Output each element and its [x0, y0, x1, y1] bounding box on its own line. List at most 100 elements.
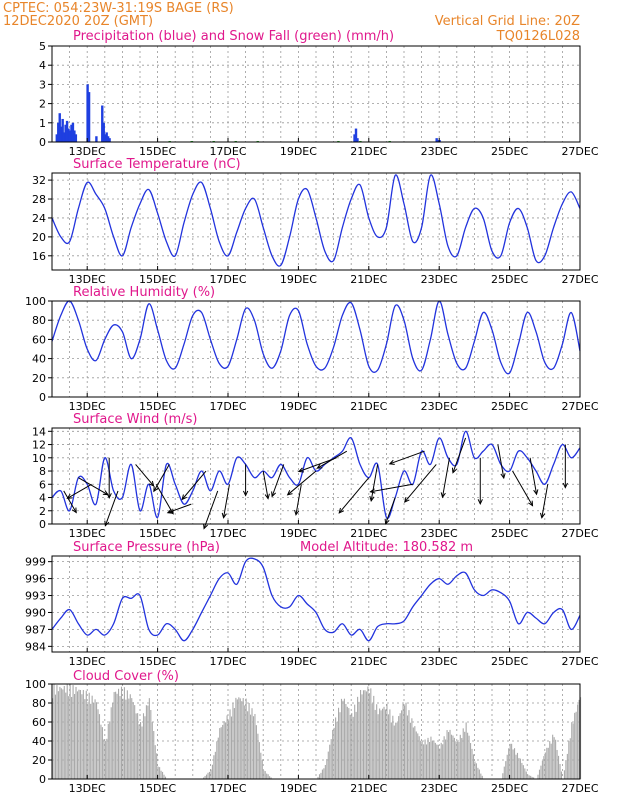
y-tick-label: 5: [39, 40, 46, 53]
x-tick-label: 15DEC: [139, 782, 176, 795]
cloud-bar: [71, 696, 73, 779]
precip-bar: [95, 136, 98, 142]
y-tick-label: 1: [39, 117, 46, 130]
wind-arrow-shaft: [404, 464, 437, 503]
cloud-bar: [351, 713, 353, 779]
precip-bar: [71, 122, 75, 142]
x-tick-label: 23DEC: [421, 782, 458, 795]
cloud-bar: [525, 771, 527, 779]
cloud-bar: [126, 690, 128, 779]
cloud-bar: [123, 687, 125, 779]
cloud-bar: [364, 690, 366, 779]
cloud-bar: [474, 761, 476, 779]
wind-arrow: [242, 464, 249, 497]
wind-arrow: [369, 464, 379, 502]
wind-arrow: [316, 450, 348, 469]
cloud-bar: [119, 696, 121, 779]
cloud-bar: [546, 747, 548, 779]
cloud-bar: [467, 732, 469, 779]
y-tick-label: 4: [39, 492, 46, 505]
cloud-bar: [552, 734, 554, 779]
wind-arrow-head: [271, 491, 277, 498]
cloud-bar: [241, 701, 243, 779]
cloud-bar: [225, 722, 227, 779]
cloud-bar: [219, 728, 221, 779]
y-tick-label: 999: [25, 556, 46, 569]
cloud-bar: [336, 721, 338, 779]
x-tick-label: 13DEC: [69, 273, 106, 286]
precip-bar: [436, 140, 440, 142]
wind-arrow-shaft: [135, 464, 154, 487]
cloud-bar: [248, 703, 250, 779]
cloud-bar: [571, 722, 573, 779]
cloud-bar: [406, 715, 409, 779]
precip-bar: [86, 84, 89, 142]
x-tick-label: 27DEC: [561, 655, 598, 668]
x-tick-label: 17DEC: [209, 527, 246, 540]
cloud-bar: [470, 743, 472, 779]
cloud-bar: [63, 686, 65, 779]
y-tick-label: 80: [32, 314, 46, 327]
cloud-bar: [232, 703, 234, 779]
wind-arrow-head: [203, 523, 208, 530]
cloud-bar: [151, 722, 153, 779]
cloud-bar: [446, 730, 448, 779]
cloud-bar: [428, 741, 431, 779]
wind-arrow-head: [338, 507, 344, 514]
x-tick-label: 15DEC: [139, 400, 176, 413]
cloud-bar: [508, 748, 510, 779]
panel-frame: [51, 427, 581, 525]
cloud-bar: [96, 702, 98, 779]
x-tick-label: 27DEC: [561, 145, 598, 158]
wind-arrow: [135, 464, 155, 487]
cloud-bar: [233, 708, 235, 779]
wind-arrow-shaft: [541, 484, 549, 518]
wind-arrow-shaft: [529, 457, 538, 495]
y-tick-label: 0: [39, 773, 46, 786]
precip-bar: [106, 136, 110, 142]
cloud-bar: [134, 705, 136, 779]
cloud-bar: [421, 741, 423, 779]
cloud-bar: [68, 696, 70, 779]
cloud-bar: [252, 716, 255, 779]
wind-arrow: [562, 444, 568, 489]
wind-arrow: [440, 457, 450, 499]
grid-lines: [52, 556, 580, 652]
wind-arrow-head: [104, 520, 110, 527]
cloud-bar: [354, 704, 356, 779]
precip-title: Precipitation (blue) and Snow Fall (gree…: [73, 29, 394, 44]
cloud-bar: [101, 727, 103, 779]
grid-lines: [52, 173, 580, 270]
wind-arrow: [512, 470, 534, 507]
y-tick-label: 8: [39, 465, 46, 478]
cloud-bar: [222, 724, 224, 779]
cloud-bar: [518, 757, 520, 779]
cloud-bar: [120, 686, 123, 779]
cloud-bar: [544, 752, 546, 779]
y-tick-label: 0: [39, 518, 46, 531]
cloud-bar: [565, 760, 567, 779]
cloud-bar: [320, 772, 322, 779]
grid-lines: [52, 46, 580, 142]
precip-bar: [57, 122, 60, 142]
series-line: [51, 557, 581, 642]
cloud-bar: [440, 742, 442, 779]
y-tick-label: 60: [32, 333, 46, 346]
cloud-bar: [352, 716, 354, 779]
cloud-bar: [104, 741, 106, 779]
cloud-bar: [244, 705, 246, 779]
wind-arrow-head: [369, 488, 376, 494]
wind-arrow: [203, 490, 219, 530]
grid-lines: [52, 428, 580, 524]
cloud-bar: [506, 754, 508, 779]
cloud-bar: [420, 740, 422, 779]
wind-arrow-head: [242, 490, 249, 497]
y-tick-label: 12: [32, 439, 46, 452]
wind-arrow-head: [153, 486, 159, 493]
cloud-bar: [137, 713, 139, 779]
panel-frame: [51, 172, 581, 271]
wind-arrow: [297, 457, 337, 473]
x-tick-label: 23DEC: [421, 527, 458, 540]
cloud-bar: [140, 722, 142, 779]
x-tick-label: 19DEC: [280, 655, 317, 668]
